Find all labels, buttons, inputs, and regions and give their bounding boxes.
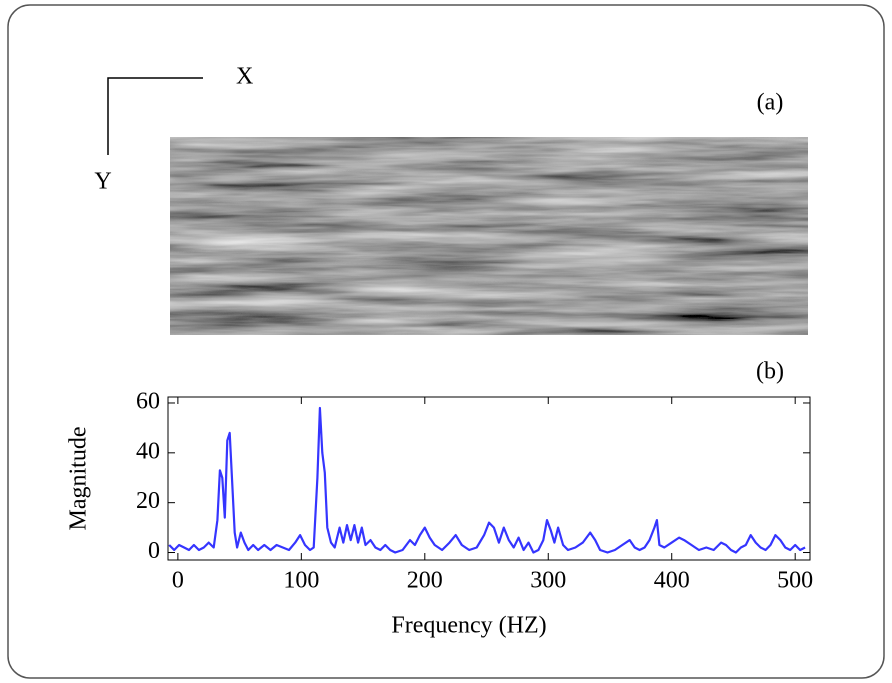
annotation: Y bbox=[94, 169, 111, 195]
y-tick-label: 60 bbox=[136, 388, 160, 414]
y-tick-label: 20 bbox=[136, 488, 160, 514]
frame bbox=[7, 4, 885, 679]
x-tick-label: 100 bbox=[283, 568, 319, 594]
y-tick-label: 0 bbox=[148, 538, 160, 564]
annotation: (a) bbox=[757, 90, 784, 116]
surface-image bbox=[170, 137, 808, 335]
x-tick-label: 0 bbox=[172, 568, 184, 594]
y-axis-label: Magnitude bbox=[66, 427, 92, 531]
plot-frame bbox=[167, 396, 811, 561]
y-tick-label: 40 bbox=[136, 438, 160, 464]
annotation: (b) bbox=[756, 359, 784, 385]
x-tick-label: 200 bbox=[407, 568, 443, 594]
annotation: X bbox=[236, 64, 253, 90]
line-series bbox=[168, 406, 806, 554]
axis-indicator bbox=[107, 77, 203, 155]
x-tick-label: 400 bbox=[654, 568, 690, 594]
x-tick-label: 300 bbox=[530, 568, 566, 594]
x-axis-label: Frequency (HZ) bbox=[391, 613, 546, 639]
x-tick-label: 500 bbox=[777, 568, 813, 594]
